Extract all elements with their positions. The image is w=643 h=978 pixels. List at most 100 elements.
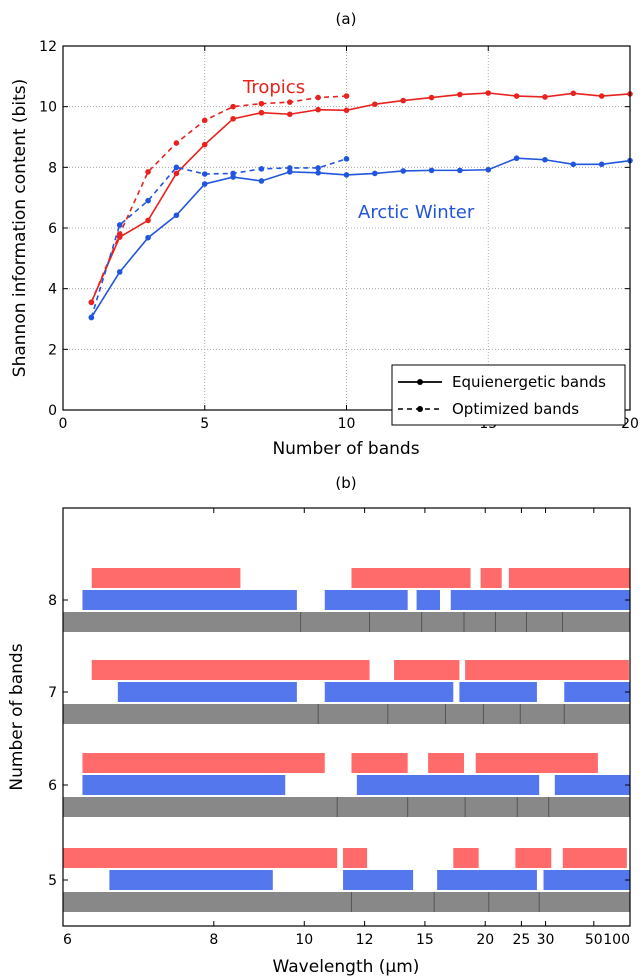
- panel-b-ylabel: Number of bands: [7, 643, 27, 790]
- band-tropics: [91, 660, 370, 680]
- band-equienergetic: [63, 704, 630, 724]
- data-point-tropics: [513, 93, 520, 99]
- x-tick-label: 10: [338, 416, 356, 432]
- data-point-arctic-winter: [173, 212, 180, 219]
- band-arctic: [450, 590, 630, 610]
- x-tick-label: 20: [621, 416, 639, 432]
- band-tropics: [351, 568, 471, 588]
- band-arctic: [82, 590, 297, 610]
- data-point-arctic-winter: [230, 170, 236, 177]
- band-tropics: [351, 753, 408, 773]
- y-tick-label: 4: [48, 282, 57, 298]
- band-tropics: [562, 848, 627, 868]
- band-arctic: [343, 870, 414, 890]
- legend-label-optimized: Optimized bands: [452, 400, 579, 418]
- data-point-tropics: [116, 231, 123, 237]
- panel-b-frame: [62, 507, 631, 927]
- band-tropics: [343, 848, 368, 868]
- band-tropics: [515, 848, 552, 868]
- data-point-tropics: [372, 101, 378, 108]
- band-equienergetic: [63, 797, 630, 817]
- data-point-arctic-winter: [485, 166, 492, 173]
- data-point-arctic-winter: [145, 197, 151, 204]
- data-point-tropics: [230, 116, 236, 122]
- panel-a-title: (a): [336, 10, 357, 28]
- panel-b-title: (b): [335, 474, 356, 492]
- band-arctic: [109, 870, 273, 890]
- data-point-tropics: [315, 106, 321, 113]
- panel-b-bars: [63, 568, 630, 912]
- data-point-arctic-winter: [428, 167, 435, 174]
- data-point-tropics: [598, 93, 605, 99]
- data-point-arctic-winter: [542, 156, 548, 163]
- data-point-arctic-winter: [315, 165, 321, 171]
- band-tropics: [63, 848, 338, 868]
- data-point-arctic-winter: [201, 181, 208, 187]
- data-point-tropics: [201, 141, 208, 148]
- data-point-arctic-winter: [315, 169, 321, 176]
- band-equienergetic: [63, 612, 630, 632]
- data-point-arctic-winter: [287, 165, 293, 171]
- x-tick-label: 6: [63, 932, 72, 948]
- y-tick-label: 8: [48, 160, 57, 176]
- data-point-tropics: [287, 99, 293, 105]
- panel-b-xlabel: Wavelength (μm): [273, 957, 420, 977]
- data-point-tropics: [400, 97, 407, 104]
- x-tick-label: 15: [416, 932, 434, 948]
- y-tick-label: 6: [48, 778, 57, 794]
- series-line-arctic-winter-dashed: [90, 158, 347, 318]
- legend-dashed-marker: [417, 406, 423, 412]
- x-tick-label: 30: [537, 932, 555, 948]
- band-equienergetic: [63, 892, 630, 912]
- x-tick-label: 12: [356, 932, 374, 948]
- panel-a-series: [88, 90, 633, 321]
- panel-a-grid: [63, 46, 630, 410]
- data-point-tropics: [201, 117, 208, 124]
- data-point-tropics: [145, 169, 151, 175]
- legend-box: [391, 364, 626, 426]
- panel-b-ticks: 6 8 10 12 15 20 25 30 50 100 5 6 7 8: [48, 508, 631, 948]
- band-tropics: [394, 660, 460, 680]
- x-tick-label: 10: [295, 932, 313, 948]
- series-line-tropics-solid: [90, 92, 631, 303]
- band-arctic: [324, 590, 408, 610]
- legend-label-equienergetic: Equienergetic bands: [452, 373, 606, 391]
- band-arctic: [324, 682, 454, 702]
- data-point-tropics: [457, 91, 463, 98]
- x-tick-label: 20: [476, 932, 494, 948]
- data-point-arctic-winter: [343, 156, 350, 162]
- band-tropics: [508, 568, 630, 588]
- band-tropics: [91, 568, 241, 588]
- data-point-tropics: [343, 93, 350, 99]
- data-point-arctic-winter: [372, 170, 378, 177]
- y-tick-label: 10: [39, 100, 57, 116]
- band-tropics: [480, 568, 502, 588]
- data-point-arctic-winter: [116, 269, 123, 275]
- data-point-arctic-winter: [258, 166, 265, 172]
- data-point-tropics: [542, 94, 548, 100]
- panel-a-ticks: 05101520024681012: [39, 39, 639, 432]
- band-tropics: [475, 753, 598, 773]
- y-tick-label: 0: [48, 403, 57, 419]
- data-point-arctic-winter: [457, 167, 463, 174]
- y-tick-label: 5: [48, 873, 57, 889]
- series-line-arctic-winter-solid: [90, 157, 631, 318]
- data-point-arctic-winter: [173, 164, 180, 171]
- data-point-arctic-winter: [201, 171, 208, 177]
- data-point-tropics: [485, 90, 492, 96]
- data-point-arctic-winter: [116, 222, 123, 228]
- data-point-arctic-winter: [400, 168, 407, 174]
- band-arctic: [543, 870, 630, 890]
- x-tick-label: 5: [200, 416, 209, 432]
- data-point-arctic-winter: [598, 161, 605, 168]
- legend: Equienergetic bands Optimized bands: [391, 364, 626, 426]
- band-tropics: [465, 660, 629, 680]
- panel-a-xlabel: Number of bands: [272, 439, 419, 459]
- data-point-tropics: [428, 94, 435, 101]
- y-tick-label: 6: [48, 221, 57, 237]
- x-tick-label: 25: [513, 932, 531, 948]
- band-tropics: [453, 848, 479, 868]
- y-tick-label: 2: [48, 342, 57, 358]
- data-point-tropics: [570, 90, 577, 97]
